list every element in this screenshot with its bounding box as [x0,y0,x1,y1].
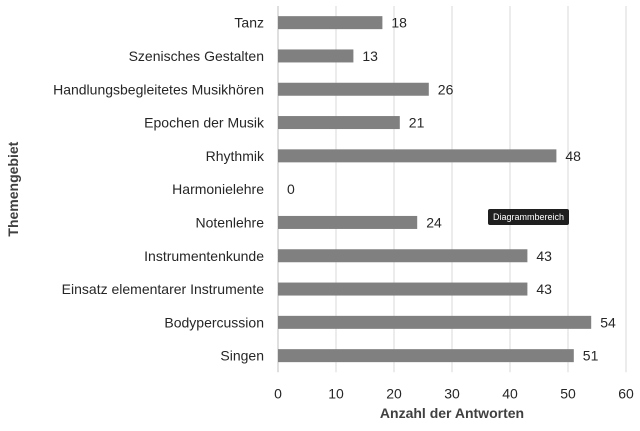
data-label: 13 [362,48,378,64]
category-label: Singen [220,348,264,364]
category-label: Handlungsbegleitetes Musikhören [53,81,264,97]
data-label: 43 [536,281,552,297]
x-tick-label: 40 [502,385,518,401]
category-label: Instrumentenkunde [144,248,264,264]
bar[interactable] [278,249,528,263]
data-label: 0 [287,181,295,197]
bar[interactable] [278,49,354,63]
bar[interactable] [278,116,400,130]
data-label: 51 [583,348,599,364]
category-label: Bodypercussion [164,314,264,330]
data-label: 48 [565,148,581,164]
bar[interactable] [278,349,574,363]
data-label: 26 [438,81,454,97]
data-label: 18 [391,15,407,31]
category-label: Einsatz elementarer Instrumente [62,281,265,297]
category-label: Notenlehre [196,214,265,230]
bar[interactable] [278,149,557,163]
x-axis-title: Anzahl der Antworten [380,405,524,421]
gridlines [277,6,627,373]
bar[interactable] [278,16,383,30]
category-label: Rhythmik [206,148,265,164]
labels: 0 10 20 30 40 50 60 Tanz 18 Szenisches Gestalten 1… [53,15,634,402]
y-axis-title: Themengebiet [5,141,21,236]
bar[interactable] [278,282,528,296]
bar[interactable] [278,82,429,96]
data-label: 43 [536,248,552,264]
x-tick-label: 0 [274,385,282,401]
category-label: Tanz [234,15,264,31]
data-label: 21 [409,115,425,131]
category-label: Szenisches Gestalten [129,48,264,64]
x-tick-label: 60 [618,385,634,401]
bar[interactable] [278,215,418,229]
data-label: 54 [600,314,616,330]
bars [278,16,592,363]
bar[interactable] [278,315,592,329]
chart-area-tooltip: Diagrammbereich [488,209,570,225]
x-tick-label: 50 [560,385,576,401]
x-tick-label: 20 [386,385,402,401]
data-label: 24 [426,214,442,230]
x-tick-label: 10 [328,385,344,401]
x-tick-label: 30 [444,385,460,401]
category-label: Harmonielehre [172,181,264,197]
category-label: Epochen der Musik [144,115,265,131]
